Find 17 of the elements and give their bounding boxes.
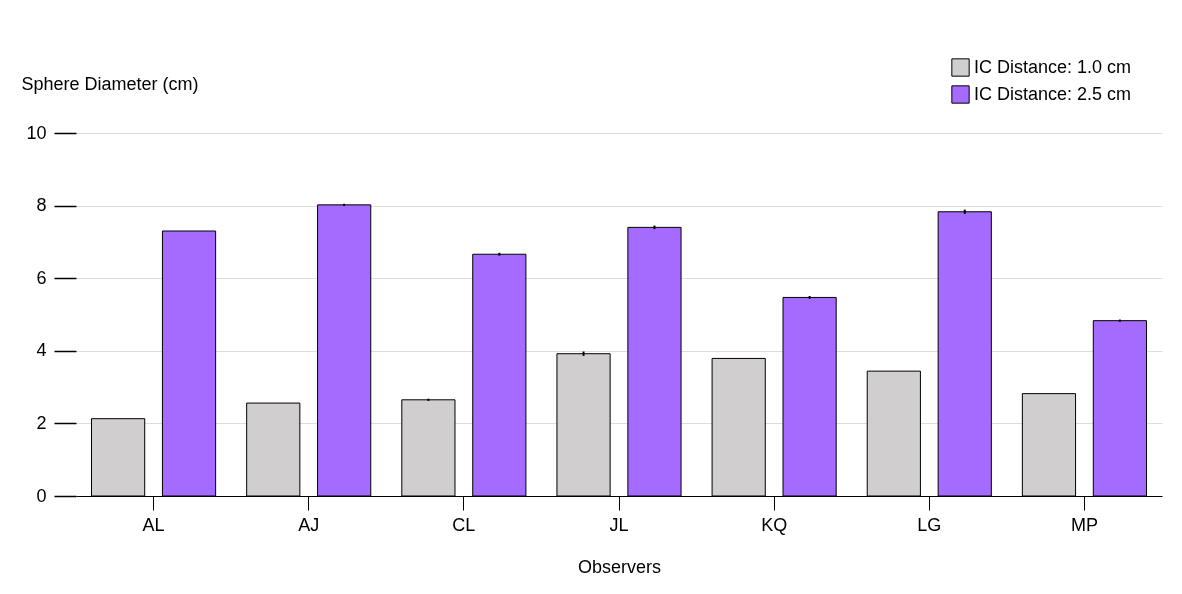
- legend-label: IC Distance: 1.0 cm: [974, 56, 1132, 77]
- x-axis-title: Observers: [577, 556, 662, 577]
- y-tick-label: 10: [26, 122, 47, 143]
- y-axis-title: Sphere Diameter (cm): [21, 73, 199, 94]
- y-tick-label: 4: [36, 340, 47, 361]
- y-tick-label: 6: [36, 267, 47, 288]
- x-tick-label: MP: [1070, 514, 1098, 535]
- y-tick-label: 0: [36, 485, 47, 506]
- x-tick-label: CL: [452, 514, 476, 535]
- y-tick-label: 2: [36, 412, 47, 433]
- x-tick-label: JL: [609, 514, 629, 535]
- x-tick-label: AJ: [298, 514, 320, 535]
- x-tick-label: KQ: [761, 514, 788, 535]
- x-tick-label: AL: [142, 514, 165, 535]
- legend-label: IC Distance: 2.5 cm: [974, 83, 1132, 104]
- y-tick-label: 8: [36, 195, 47, 216]
- x-tick-label: LG: [917, 514, 942, 535]
